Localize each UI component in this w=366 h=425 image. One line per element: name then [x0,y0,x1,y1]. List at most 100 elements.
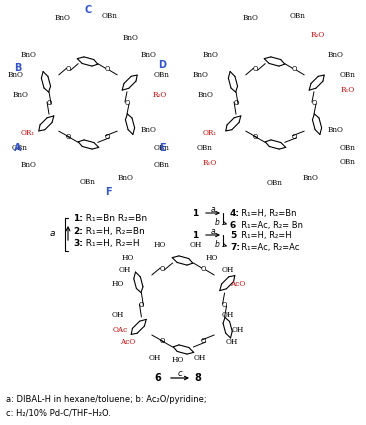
Text: OH: OH [226,338,238,346]
Text: D: D [158,60,166,70]
Text: BnO: BnO [140,126,156,134]
Text: O: O [66,66,71,72]
Text: c: c [178,368,182,377]
Text: 1: 1 [192,230,198,240]
Text: O: O [66,134,71,140]
Text: OBn: OBn [154,71,170,79]
Text: R₁=Ac, R₂=Ac: R₁=Ac, R₂=Ac [236,243,299,252]
Text: BnO: BnO [140,51,156,59]
Text: O: O [292,66,297,72]
Text: 2:: 2: [73,227,83,235]
Text: R₁=Ac, R₂= Bn: R₁=Ac, R₂= Bn [236,221,303,230]
Text: O: O [124,100,130,106]
Text: BnO: BnO [197,91,213,99]
Text: BnO: BnO [117,174,133,182]
Text: R₁=H, R₂=Bn: R₁=H, R₂=Bn [236,209,296,218]
Text: OH: OH [149,354,161,362]
Text: O: O [105,66,110,72]
Text: O: O [222,302,227,308]
Text: OR₁: OR₁ [203,129,217,137]
Text: O: O [253,66,258,72]
Text: B: B [14,63,22,73]
Text: O: O [234,100,239,106]
Text: BnO: BnO [327,126,343,134]
Text: a: a [211,227,215,235]
Text: O: O [105,134,110,140]
Text: E: E [159,143,165,153]
Text: b: b [214,218,220,227]
Text: a: a [49,229,55,238]
Text: O: O [46,100,52,106]
Text: R₁O: R₁O [203,159,217,167]
Text: C: C [85,5,92,15]
Text: OH: OH [222,266,234,274]
Text: c: H₂/10% Pd-C/THF–H₂O.: c: H₂/10% Pd-C/THF–H₂O. [6,408,111,417]
Text: O: O [253,134,258,140]
Text: BnO: BnO [12,91,28,99]
Text: O: O [160,338,165,344]
Text: BnO: BnO [20,51,36,59]
Text: HO: HO [154,241,166,249]
Text: BnO: BnO [302,174,318,182]
Text: R₁O: R₁O [341,86,355,94]
Text: O: O [201,266,206,272]
Text: BnO: BnO [20,161,36,169]
Text: 6: 6 [230,221,236,230]
Text: R₁=H, R₂=H: R₁=H, R₂=H [80,238,139,247]
Text: OBn: OBn [154,144,170,152]
Text: OBn: OBn [340,71,356,79]
Text: OH: OH [194,354,206,362]
Text: 1:: 1: [73,213,83,223]
Text: OBn: OBn [340,144,356,152]
Text: AcO: AcO [230,280,246,288]
Text: HO: HO [122,254,134,262]
Text: O: O [139,302,144,308]
Text: BnO: BnO [242,14,258,22]
Text: 1: 1 [192,209,198,218]
Text: R₁=H, R₂=Bn: R₁=H, R₂=Bn [80,227,145,235]
Text: a: a [211,204,215,213]
Text: OBn: OBn [12,144,28,152]
Text: O: O [160,266,165,272]
Text: HO: HO [112,280,124,288]
Text: 5: 5 [230,230,236,240]
Text: OR₁: OR₁ [21,129,35,137]
Text: OH: OH [222,311,234,319]
Text: R₂O: R₂O [153,91,167,99]
Text: O: O [311,100,317,106]
Text: BnO: BnO [327,51,343,59]
Text: BnO: BnO [202,51,218,59]
Text: R₁=H, R₂=H: R₁=H, R₂=H [236,230,292,240]
Text: R₁=Bn R₂=Bn: R₁=Bn R₂=Bn [80,213,147,223]
Text: 6: 6 [154,373,161,383]
Text: 3:: 3: [73,238,83,247]
Text: OBn: OBn [340,158,356,166]
Text: 8: 8 [195,373,201,383]
Text: HO: HO [172,356,184,364]
Text: O: O [292,134,297,140]
Text: OAc: OAc [112,326,128,334]
Text: A: A [14,143,22,153]
Text: BnO: BnO [7,71,23,79]
Text: OH: OH [119,266,131,274]
Text: OBn: OBn [80,178,96,186]
Text: OH: OH [190,241,202,249]
Text: BnO: BnO [122,34,138,42]
Text: AcO: AcO [120,338,136,346]
Text: F: F [105,187,111,197]
Text: 4:: 4: [230,209,240,218]
Text: BnO: BnO [54,14,70,22]
Text: R₂O: R₂O [311,31,325,39]
Text: HO: HO [206,254,218,262]
Text: OBn: OBn [154,161,170,169]
Text: OBn: OBn [267,179,283,187]
Text: b: b [214,240,220,249]
Text: OH: OH [232,326,244,334]
Text: O: O [201,338,206,344]
Text: OBn: OBn [290,12,306,20]
Text: OBn: OBn [102,12,118,20]
Text: a: DIBAL-H in hexane/toluene; b: Ac₂O/pyridine;: a: DIBAL-H in hexane/toluene; b: Ac₂O/py… [6,396,207,405]
Text: BnO: BnO [192,71,208,79]
Text: OBn: OBn [197,144,213,152]
Text: 7:: 7: [230,243,240,252]
